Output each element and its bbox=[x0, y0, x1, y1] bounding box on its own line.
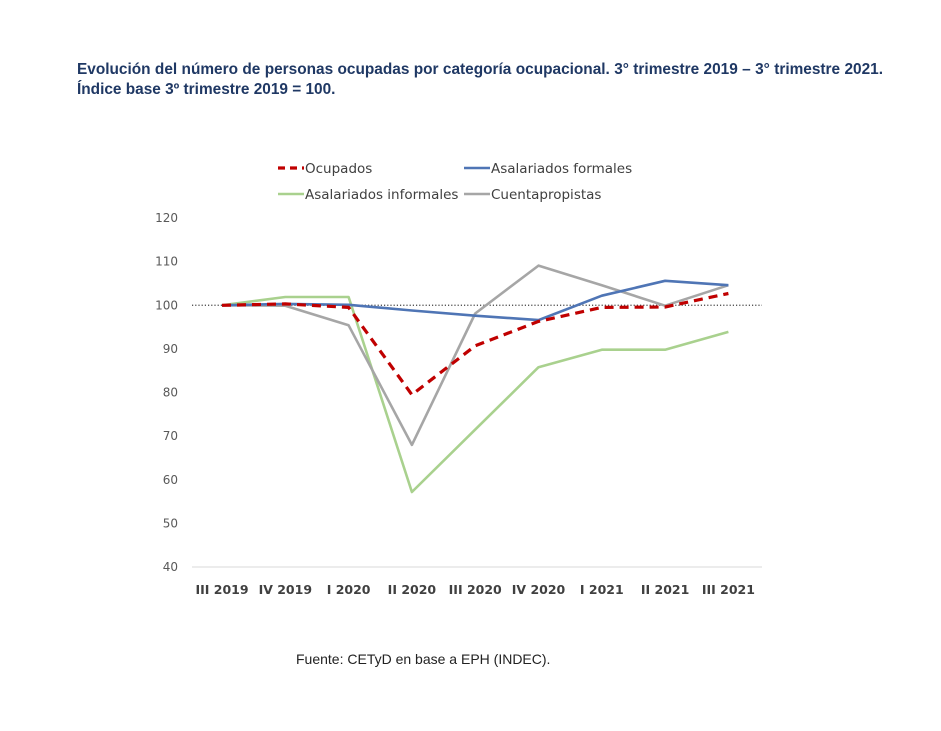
y-tick-label: 60 bbox=[163, 473, 178, 487]
x-tick-label: II 2020 bbox=[388, 582, 437, 597]
x-tick-label: IV 2020 bbox=[512, 582, 566, 597]
chart-title: Evolución del número de personas ocupada… bbox=[77, 61, 883, 98]
legend-label-asalariados-informales: Asalariados informales bbox=[305, 187, 458, 203]
series-layer bbox=[221, 264, 729, 494]
source-note: Fuente: CETyD en base a EPH (INDEC). bbox=[296, 651, 551, 667]
x-tick-label: I 2021 bbox=[580, 582, 624, 597]
x-tick-label: III 2021 bbox=[702, 582, 755, 597]
y-tick-label: 40 bbox=[163, 560, 178, 574]
legend-label-cuentapropistas: Cuentapropistas bbox=[491, 187, 601, 203]
axis-layer: 40 50 60 70 80 90 100 110 120 III 2019 IV 2019 I 20… bbox=[155, 211, 762, 597]
y-tick-label: 110 bbox=[155, 255, 178, 269]
y-tick-label: 90 bbox=[163, 342, 178, 356]
x-tick-label: I 2020 bbox=[327, 582, 371, 597]
series-line-asalariados-informales bbox=[221, 295, 729, 494]
x-tick-label: II 2021 bbox=[641, 582, 689, 597]
legend-label-ocupados: Ocupados bbox=[305, 161, 372, 177]
x-tick-label: IV 2019 bbox=[259, 582, 312, 597]
legend-label-asalariados-formales: Asalariados formales bbox=[491, 161, 632, 177]
y-tick-label: 80 bbox=[163, 386, 178, 400]
y-tick-label: 100 bbox=[155, 298, 178, 312]
y-tick-label: 70 bbox=[163, 429, 178, 443]
series-line-cuentapropistas bbox=[221, 264, 729, 447]
x-tick-label: III 2019 bbox=[195, 582, 248, 597]
y-tick-label: 50 bbox=[163, 516, 178, 530]
x-tick-label: III 2020 bbox=[449, 582, 502, 597]
legend: Ocupados Asalariados formales Asalariados … bbox=[278, 161, 632, 203]
y-tick-label: 120 bbox=[155, 211, 178, 225]
series-line-asalariados-formales bbox=[221, 279, 729, 322]
